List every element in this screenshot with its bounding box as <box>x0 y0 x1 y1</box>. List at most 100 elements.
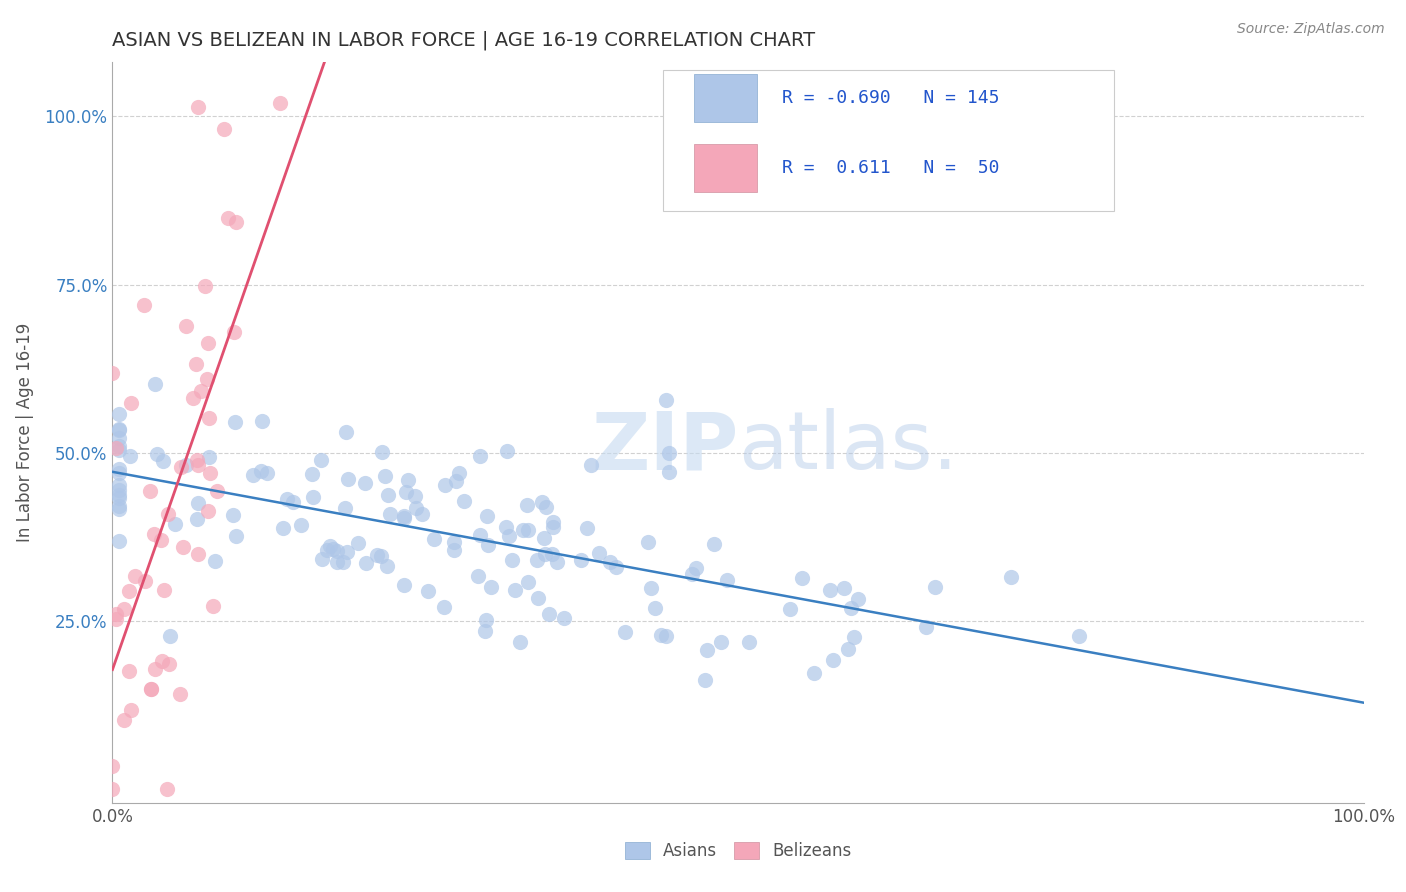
Point <box>139 483 162 498</box>
Text: R = -0.690   N = 145: R = -0.690 N = 145 <box>782 88 1000 107</box>
Point <box>605 559 627 574</box>
Point <box>283 495 305 509</box>
Text: R =  0.611   N =  50: R = 0.611 N = 50 <box>782 159 1000 177</box>
Point <box>194 279 217 293</box>
Point <box>449 466 471 480</box>
Point <box>474 624 496 639</box>
Point <box>256 467 278 481</box>
Point <box>336 472 359 486</box>
Point <box>366 548 388 562</box>
Point <box>495 443 517 458</box>
Point <box>495 520 517 534</box>
Point <box>124 569 146 583</box>
Point <box>197 336 219 351</box>
Point <box>159 629 181 643</box>
Point <box>526 553 548 567</box>
Point <box>326 556 349 570</box>
Point <box>107 407 129 421</box>
Point <box>832 581 855 595</box>
Point <box>839 601 862 615</box>
Point <box>468 449 491 463</box>
Point <box>695 673 717 687</box>
Point <box>120 702 142 716</box>
Point <box>405 501 427 516</box>
Point <box>803 665 825 680</box>
Point <box>377 558 399 573</box>
Point <box>190 384 212 398</box>
Point <box>107 431 129 445</box>
Text: ASIAN VS BELIZEAN IN LABOR FORCE | AGE 16-19 CORRELATION CHART: ASIAN VS BELIZEAN IN LABOR FORCE | AGE 1… <box>112 30 815 50</box>
Point <box>512 523 534 537</box>
Point <box>118 584 141 599</box>
Point <box>105 607 128 622</box>
Point <box>224 416 246 430</box>
Point <box>792 571 814 585</box>
Point <box>404 489 426 503</box>
Point <box>516 574 538 589</box>
Point <box>530 495 553 509</box>
Point <box>197 503 219 517</box>
Point <box>174 458 197 472</box>
Point <box>315 543 337 558</box>
Point <box>184 357 207 371</box>
Point <box>101 366 124 380</box>
Point <box>183 391 205 405</box>
Point <box>475 508 498 523</box>
Point <box>172 540 194 554</box>
Point <box>915 620 938 634</box>
Point <box>335 500 357 515</box>
Point <box>104 612 127 626</box>
Point <box>141 682 163 697</box>
Point <box>222 508 245 523</box>
Point <box>374 469 396 483</box>
Point <box>475 613 498 627</box>
Point <box>443 534 465 549</box>
Point <box>271 520 294 534</box>
Point <box>107 534 129 549</box>
Point <box>332 555 354 569</box>
Point <box>107 488 129 502</box>
Point <box>581 458 603 473</box>
Point <box>703 536 725 550</box>
Point <box>444 474 467 488</box>
Point <box>217 211 239 226</box>
Point <box>118 664 141 678</box>
Point <box>200 466 222 480</box>
Point <box>517 523 540 537</box>
Point <box>576 521 599 535</box>
Point <box>269 95 291 110</box>
Point <box>396 473 419 487</box>
Point <box>655 629 678 643</box>
Point <box>681 566 703 581</box>
Point <box>1069 629 1091 643</box>
Point <box>346 536 368 550</box>
Point <box>336 545 359 559</box>
Point <box>533 531 555 545</box>
Point <box>107 462 129 476</box>
Point <box>453 493 475 508</box>
Point <box>534 500 557 515</box>
Point <box>613 625 636 640</box>
Point <box>498 529 520 543</box>
Point <box>195 372 218 386</box>
Point <box>107 440 129 454</box>
Point <box>107 478 129 492</box>
Point <box>479 580 502 594</box>
Point <box>150 533 173 547</box>
Point <box>443 542 465 557</box>
Point <box>378 507 401 521</box>
Point <box>202 599 225 613</box>
Y-axis label: In Labor Force | Age 16-19: In Labor Force | Age 16-19 <box>15 323 34 542</box>
Point <box>311 552 333 566</box>
Point <box>290 518 312 533</box>
Point <box>553 611 575 625</box>
Point <box>187 496 209 510</box>
Text: Source: ZipAtlas.com: Source: ZipAtlas.com <box>1237 22 1385 37</box>
Point <box>433 600 456 615</box>
Point <box>143 663 166 677</box>
Point <box>143 377 166 392</box>
Point <box>818 583 841 598</box>
Point <box>207 483 229 498</box>
Point <box>187 547 209 561</box>
Point <box>516 498 538 512</box>
